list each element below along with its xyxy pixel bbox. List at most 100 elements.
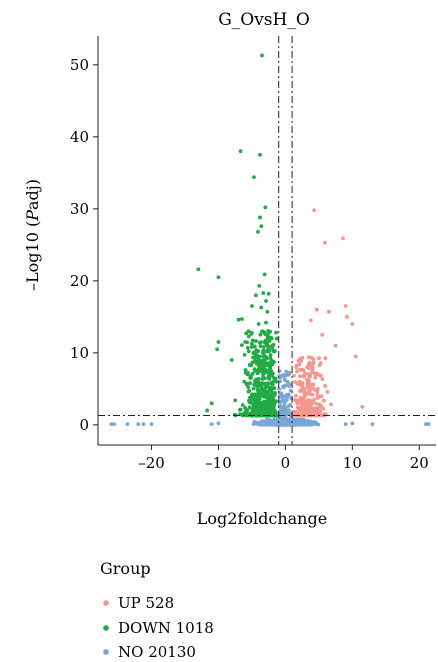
point-up [308, 373, 313, 378]
point-down [269, 373, 274, 378]
point-no [136, 422, 141, 427]
point-no [271, 421, 276, 426]
point-no [279, 405, 284, 409]
point-down [238, 149, 243, 154]
point-up [295, 405, 300, 410]
point-down [250, 338, 255, 343]
point-down [251, 402, 256, 407]
point-no [284, 396, 289, 401]
point-down [250, 341, 254, 346]
point-down [266, 291, 271, 296]
point-down [267, 335, 272, 340]
point-down [205, 408, 210, 413]
point-up [307, 379, 312, 384]
point-down [262, 354, 267, 358]
point-up [295, 369, 299, 374]
point-down [196, 267, 201, 272]
point-down [249, 331, 254, 335]
point-up [308, 406, 312, 411]
point-up [353, 354, 358, 359]
point-no [424, 422, 428, 427]
point-down [265, 383, 270, 388]
point-down [272, 376, 276, 380]
legend-marker-down [103, 625, 109, 631]
point-up [295, 409, 299, 414]
point-down [254, 339, 258, 344]
point-up [301, 396, 306, 401]
point-up [327, 309, 331, 314]
point-up [315, 396, 320, 400]
x-tick-label: –10 [205, 454, 232, 472]
point-down [240, 317, 244, 321]
point-up [310, 363, 315, 368]
point-down [258, 344, 263, 349]
point-no [289, 396, 294, 401]
point-up [296, 398, 300, 403]
point-down [229, 358, 234, 362]
point-down [261, 358, 265, 363]
point-down [271, 393, 276, 398]
point-down [261, 291, 266, 295]
point-no [268, 419, 273, 424]
point-no [284, 393, 289, 397]
point-up [343, 304, 348, 308]
point-no [426, 422, 431, 427]
point-up [323, 356, 328, 361]
point-up [311, 386, 316, 391]
point-down [253, 353, 258, 358]
point-no [370, 422, 375, 427]
point-down [259, 224, 264, 229]
point-down [237, 407, 242, 412]
point-down [266, 371, 271, 376]
point-down [258, 152, 262, 157]
point-down [266, 368, 271, 373]
point-no [286, 422, 291, 427]
point-up [295, 381, 300, 386]
point-down [245, 408, 250, 412]
point-no [288, 403, 293, 407]
point-up [305, 377, 309, 382]
point-up [305, 385, 310, 390]
point-no [343, 422, 348, 427]
point-down [232, 412, 237, 417]
point-down [216, 275, 221, 280]
point-down [253, 359, 258, 364]
point-up [297, 362, 302, 367]
point-no [209, 422, 214, 427]
point-down [270, 361, 274, 366]
point-down [260, 381, 265, 386]
x-axis-title: Log2foldchange [197, 509, 327, 528]
point-down [246, 349, 251, 354]
point-up [313, 375, 318, 380]
point-down [258, 360, 263, 365]
axis-ticks: –20 –10 0 10 20 0 10 20 30 40 50 [70, 56, 429, 472]
point-no [285, 417, 290, 422]
point-up [329, 402, 333, 407]
point-up [301, 374, 306, 379]
point-up [301, 368, 306, 373]
legend-label-no: NO 20130 [118, 643, 196, 661]
point-no [277, 387, 282, 391]
point-down [216, 340, 221, 344]
point-down [256, 391, 261, 395]
point-up [341, 236, 345, 241]
y-axis-title: –Log10 (Padj) [23, 179, 42, 291]
point-down [258, 332, 263, 337]
points-layer [109, 53, 431, 427]
point-down [246, 329, 251, 334]
point-down [242, 353, 247, 357]
point-down [239, 343, 244, 348]
chart-title: G_OvsH_O [218, 10, 310, 30]
point-down [255, 400, 260, 404]
point-no [277, 373, 282, 378]
point-down [258, 215, 262, 220]
point-up [314, 401, 319, 406]
legend-label-up: UP 528 [118, 594, 174, 612]
point-down [262, 399, 266, 404]
x-tick-label: –20 [138, 454, 165, 472]
point-no [284, 369, 289, 374]
point-no [141, 422, 146, 427]
point-down [252, 392, 257, 397]
point-down [261, 372, 265, 377]
